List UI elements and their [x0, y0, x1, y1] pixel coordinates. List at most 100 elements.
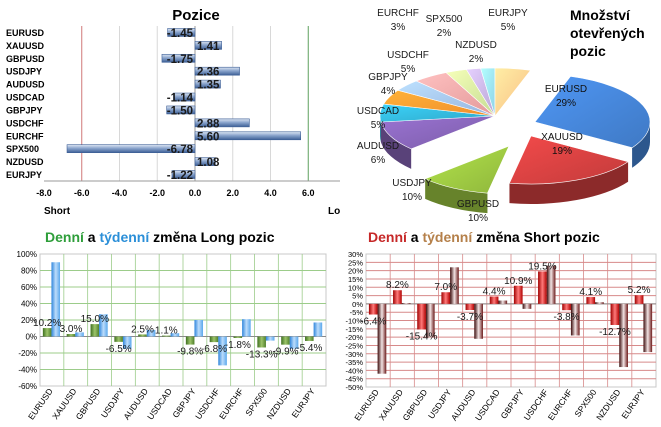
series-bar: [122, 336, 132, 349]
title-part: změna Long pozic: [149, 229, 274, 245]
category-label: NZDUSD: [265, 386, 294, 421]
data-label: -13.3%: [246, 349, 278, 360]
y-tick-label: -60%: [18, 382, 37, 391]
value-label: 1.35: [197, 80, 220, 92]
series-bar: [242, 319, 251, 337]
data-label: -12.7%: [599, 327, 631, 338]
data-label: 15.0%: [81, 314, 109, 325]
pie-slice-value: 10%: [402, 192, 422, 203]
series-bar: [305, 336, 314, 341]
title-part: a: [84, 229, 100, 245]
chart-title: Denní a týdenní změna Short pozic: [368, 229, 600, 245]
value-label: -1.50: [167, 105, 193, 117]
position-bar: [161, 53, 196, 63]
series-bar: [489, 296, 499, 304]
y-tick-label: -10%: [345, 317, 363, 326]
x-tick-label: 0.0: [189, 188, 202, 198]
category-label: USDCAD: [145, 386, 174, 421]
y-tick-label: 0%: [25, 333, 37, 342]
pie-slice-name: USDJPY: [392, 178, 432, 189]
data-label: -1.8%: [225, 340, 251, 351]
data-label: 4.4%: [483, 287, 506, 298]
y-tick-label: 20%: [21, 316, 37, 325]
data-label: -9.8%: [177, 347, 203, 358]
y-tick-label: -15%: [345, 325, 363, 334]
pie-slice: [534, 76, 651, 149]
series-bar: [185, 336, 195, 345]
series-bar: [417, 303, 426, 330]
data-label: 5.2%: [628, 285, 651, 296]
pie-slice-value: 4%: [381, 86, 396, 97]
value-label: -1.75: [167, 54, 194, 66]
position-bar: [66, 144, 196, 154]
y-tick-label: 5%: [352, 292, 363, 301]
pie-slice-name: NZDUSD: [455, 40, 497, 51]
series-bar: [257, 336, 266, 348]
y-tick-label: 100%: [17, 250, 37, 259]
category-label: GBPUSD: [6, 54, 45, 64]
position-bar: [173, 92, 196, 102]
data-label: 1.1%: [155, 326, 178, 337]
y-tick-label: -30%: [345, 350, 363, 359]
series-bar: [233, 336, 243, 338]
value-label: 2.88: [197, 118, 220, 130]
value-label: 1.41: [197, 41, 220, 53]
position-bar: [194, 118, 250, 128]
category-label: EURJPY: [619, 387, 647, 420]
series-bar: [610, 303, 620, 325]
short-change-chart: Denní a týdenní změna Short pozic 30%25%2…: [345, 229, 657, 423]
series-bar: [643, 303, 653, 353]
pie-slice-name: SPX500: [426, 14, 463, 25]
y-tick-label: 20%: [348, 267, 363, 276]
value-label: -1.14: [167, 93, 194, 105]
pie-slice-value: 10%: [468, 213, 488, 222]
y-tick-label: -45%: [345, 375, 363, 384]
category-label: GBPJPY: [6, 105, 43, 115]
series-bar: [546, 265, 556, 304]
series-bar: [170, 333, 180, 337]
series-bar: [194, 320, 204, 337]
title-part: Denní: [45, 229, 85, 245]
series-bar: [538, 271, 547, 304]
pie-slice-name: USDCHF: [387, 50, 429, 61]
series-bar: [570, 303, 580, 336]
series-bar: [619, 303, 628, 368]
pie-slice-name: EURUSD: [545, 84, 587, 95]
positions-title: Pozice: [172, 7, 220, 24]
series-bar: [474, 303, 483, 339]
pie-slice-value: 2%: [469, 54, 484, 65]
pie-slice-value: 3%: [391, 22, 406, 33]
series-bar: [393, 290, 402, 304]
category-label: USDCAD: [6, 93, 45, 103]
pie-slice-value: 6%: [371, 155, 386, 166]
x-tick-label: -6.0: [74, 188, 90, 198]
position-bar: [167, 28, 196, 37]
title-part: Denní: [368, 229, 408, 245]
y-tick-label: 25%: [348, 258, 363, 267]
category-label: USDCAD: [473, 387, 502, 422]
long-label: Long: [328, 206, 340, 217]
data-label: -3.8%: [554, 312, 580, 323]
y-tick-label: 10%: [348, 283, 363, 292]
series-bar: [66, 334, 76, 337]
positions-chart: Pozice-8.0-6.0-4.0-2.00.02.04.06.08.0EUR…: [6, 7, 340, 217]
series-bar: [42, 328, 52, 337]
y-tick-label: 15%: [348, 275, 363, 284]
series-bar: [99, 314, 108, 337]
pie-slice-name: GBPUSD: [457, 199, 499, 210]
pie-slice: [424, 145, 510, 194]
data-label: -15.4%: [406, 331, 438, 342]
series-bar: [289, 336, 299, 349]
pie-title-line: otevřených: [570, 25, 645, 41]
position-bar: [171, 170, 196, 179]
category-label: EURCHF: [6, 131, 44, 141]
position-bar: [194, 41, 222, 50]
series-bar: [401, 303, 411, 304]
y-tick-label: -35%: [345, 358, 363, 367]
data-label: 4.1%: [579, 287, 602, 298]
data-label: -5.4%: [296, 343, 322, 354]
series-bar: [377, 303, 387, 374]
category-label: EURCHF: [546, 387, 575, 422]
x-tick-label: -4.0: [112, 188, 128, 198]
